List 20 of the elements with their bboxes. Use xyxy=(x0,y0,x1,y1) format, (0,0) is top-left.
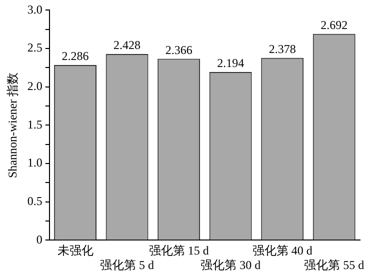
y-tick-label: 1.5 xyxy=(27,117,42,132)
y-axis-title: Shannon-wiener 指数 xyxy=(5,72,20,178)
y-tick-label: 3.0 xyxy=(27,2,42,16)
x-tick-label: 强化第 40 d xyxy=(252,244,312,258)
data-label: 2.378 xyxy=(268,42,296,56)
data-label: 2.366 xyxy=(165,42,192,57)
x-tick-label: 强化第 30 d xyxy=(200,258,261,272)
x-tick-label: 未强化 xyxy=(57,244,94,258)
x-tick-label: 强化第 55 d xyxy=(304,258,364,272)
data-label: 2.194 xyxy=(217,56,244,70)
data-label: 2.286 xyxy=(62,49,89,64)
y-tick-label: 2.0 xyxy=(27,79,42,94)
data-label: 2.428 xyxy=(114,38,141,52)
y-tick-label: 0 xyxy=(36,232,42,246)
y-tick-label: 0.5 xyxy=(27,194,42,208)
data-label: 2.692 xyxy=(320,18,348,32)
y-tick-label: 1.0 xyxy=(27,156,42,170)
y-tick-label: 2.5 xyxy=(27,40,42,55)
x-tick-label: 强化第 15 d xyxy=(148,244,209,258)
x-tick-label: 强化第 5 d xyxy=(100,258,154,272)
